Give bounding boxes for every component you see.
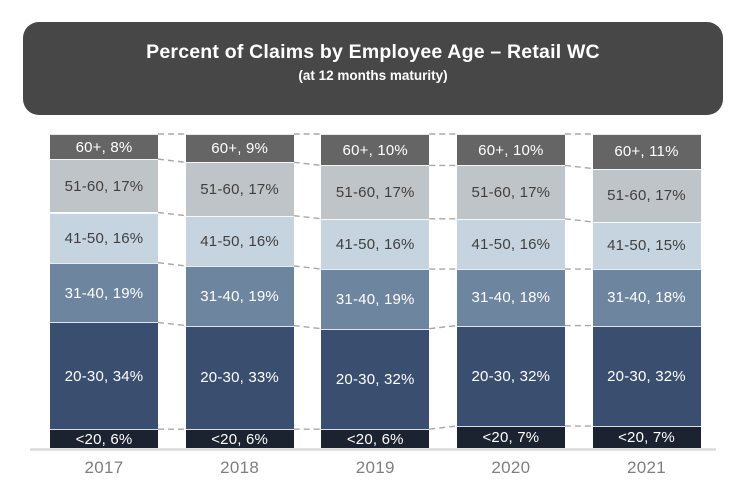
segment-data-label: 41-50, 16% bbox=[335, 235, 415, 253]
bar-segment: 31-40, 18% bbox=[456, 269, 565, 326]
bar-segment: 60+, 10% bbox=[456, 134, 565, 166]
bar-segment: 41-50, 16% bbox=[456, 218, 565, 269]
x-axis-category-label: 2020 bbox=[491, 458, 531, 477]
series-connector-line bbox=[293, 324, 322, 330]
segment-data-label: 51-60, 17% bbox=[607, 187, 686, 205]
series-connector-line bbox=[157, 211, 186, 217]
bar-segment: 51-60, 17% bbox=[592, 168, 701, 222]
segment-data-label: 31-40, 19% bbox=[64, 284, 144, 302]
segment-data-label: 60+, 10% bbox=[478, 141, 544, 159]
bar-segment: 20-30, 32% bbox=[321, 328, 430, 430]
bar-segment: <20, 7% bbox=[592, 426, 701, 448]
segment-data-label: 51-60, 17% bbox=[200, 180, 279, 198]
bar-segment: 60+, 10% bbox=[321, 134, 430, 166]
bar-segment: 20-30, 32% bbox=[592, 325, 701, 426]
segment-data-label: 51-60, 17% bbox=[64, 177, 144, 195]
x-axis-category-label: 2019 bbox=[355, 458, 395, 477]
series-connector-line bbox=[564, 218, 593, 223]
segment-data-label: 31-40, 19% bbox=[335, 290, 415, 308]
series-connector-line bbox=[429, 324, 457, 330]
series-connector-line bbox=[157, 158, 186, 163]
bar-segment: 31-40, 19% bbox=[185, 265, 294, 326]
segment-data-label: 41-50, 16% bbox=[200, 232, 279, 250]
bar-segment: 31-40, 19% bbox=[50, 262, 158, 323]
bar-segment: <20, 6% bbox=[50, 429, 158, 448]
bar-segment: 51-60, 17% bbox=[456, 165, 565, 219]
segment-data-label: 20-30, 32% bbox=[471, 367, 551, 385]
segment-data-label: 51-60, 17% bbox=[335, 184, 415, 202]
chart-title: Percent of Claims by Employee Age – Reta… bbox=[146, 40, 600, 63]
bar-segment: <20, 6% bbox=[185, 429, 294, 448]
segment-data-label: <20, 6% bbox=[346, 430, 404, 448]
bar-segment: 51-60, 17% bbox=[185, 162, 294, 216]
segment-data-label: <20, 6% bbox=[211, 430, 269, 448]
series-connector-line bbox=[293, 214, 322, 220]
bar-segment: 41-50, 16% bbox=[185, 215, 294, 266]
segment-data-label: 31-40, 18% bbox=[471, 289, 551, 307]
series-connector-line bbox=[293, 161, 322, 167]
x-axis-category-label: 2018 bbox=[220, 458, 260, 477]
segment-data-label: <20, 7% bbox=[482, 429, 540, 446]
segment-data-label: 20-30, 32% bbox=[335, 370, 415, 388]
segment-data-label: 60+, 8% bbox=[75, 138, 133, 156]
segment-data-label: 31-40, 19% bbox=[200, 287, 279, 305]
segment-data-label: 51-60, 17% bbox=[471, 184, 551, 202]
segment-data-label: 41-50, 15% bbox=[607, 237, 686, 255]
x-axis-category-label: 2017 bbox=[84, 458, 124, 477]
segment-data-label: 41-50, 16% bbox=[471, 235, 551, 253]
series-connector-line bbox=[564, 164, 593, 170]
bar-segment: 20-30, 33% bbox=[185, 325, 294, 430]
segment-data-label: 41-50, 16% bbox=[64, 229, 144, 247]
series-connector-line bbox=[157, 321, 186, 327]
bar-segment: 60+, 9% bbox=[185, 134, 294, 163]
segment-data-label: 60+, 11% bbox=[614, 143, 679, 161]
series-connector-line bbox=[293, 265, 322, 270]
bar-segment: 51-60, 17% bbox=[50, 159, 158, 213]
bar-segment: 20-30, 32% bbox=[456, 325, 565, 426]
segment-data-label: 20-30, 33% bbox=[200, 369, 279, 387]
bar-segment: 60+, 11% bbox=[592, 134, 701, 169]
chart-subtitle: (at 12 months maturity) bbox=[298, 67, 448, 83]
segment-data-label: 60+, 10% bbox=[342, 141, 408, 159]
bar-segment: 41-50, 15% bbox=[592, 221, 701, 269]
chart-title-box: Percent of Claims by Employee Age – Reta… bbox=[23, 22, 723, 115]
bar-segment: 20-30, 34% bbox=[50, 322, 158, 430]
segment-data-label: <20, 6% bbox=[75, 430, 133, 448]
bar-segment: <20, 6% bbox=[321, 429, 430, 448]
segment-data-label: 20-30, 32% bbox=[607, 367, 686, 385]
series-connector-line bbox=[429, 425, 457, 430]
segment-data-label: 60+, 9% bbox=[211, 140, 269, 158]
bar-segment: 31-40, 18% bbox=[592, 269, 701, 326]
bar-segment: 51-60, 17% bbox=[321, 165, 430, 219]
segment-data-label: 31-40, 18% bbox=[607, 289, 686, 307]
bar-segment: <20, 7% bbox=[456, 426, 565, 448]
bar-segment: 60+, 8% bbox=[50, 134, 158, 160]
bar-segment: 41-50, 16% bbox=[50, 212, 158, 263]
bar-segment: 41-50, 16% bbox=[321, 218, 430, 269]
bar-segment: 31-40, 19% bbox=[321, 269, 430, 329]
segment-data-label: 20-30, 34% bbox=[64, 367, 144, 385]
series-connector-line bbox=[157, 262, 186, 267]
segment-data-label: <20, 7% bbox=[618, 429, 675, 446]
x-axis-category-label: 2021 bbox=[626, 458, 667, 477]
